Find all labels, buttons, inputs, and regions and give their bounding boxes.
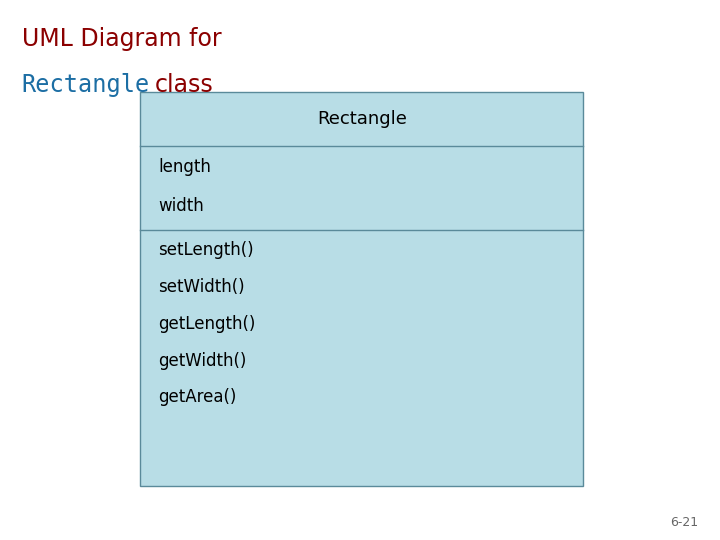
Text: setLength(): setLength() (158, 241, 254, 259)
Text: setWidth(): setWidth() (158, 278, 245, 296)
Text: Rectangle: Rectangle (317, 110, 407, 128)
Text: width: width (158, 197, 204, 214)
Text: 6-21: 6-21 (670, 516, 698, 529)
Text: length: length (158, 158, 211, 176)
Text: UML Diagram for: UML Diagram for (22, 27, 221, 51)
Text: Rectangle: Rectangle (22, 73, 150, 97)
FancyBboxPatch shape (140, 92, 583, 486)
Text: getArea(): getArea() (158, 388, 237, 406)
Text: getWidth(): getWidth() (158, 352, 247, 369)
Text: class: class (155, 73, 214, 97)
Text: getLength(): getLength() (158, 315, 256, 333)
